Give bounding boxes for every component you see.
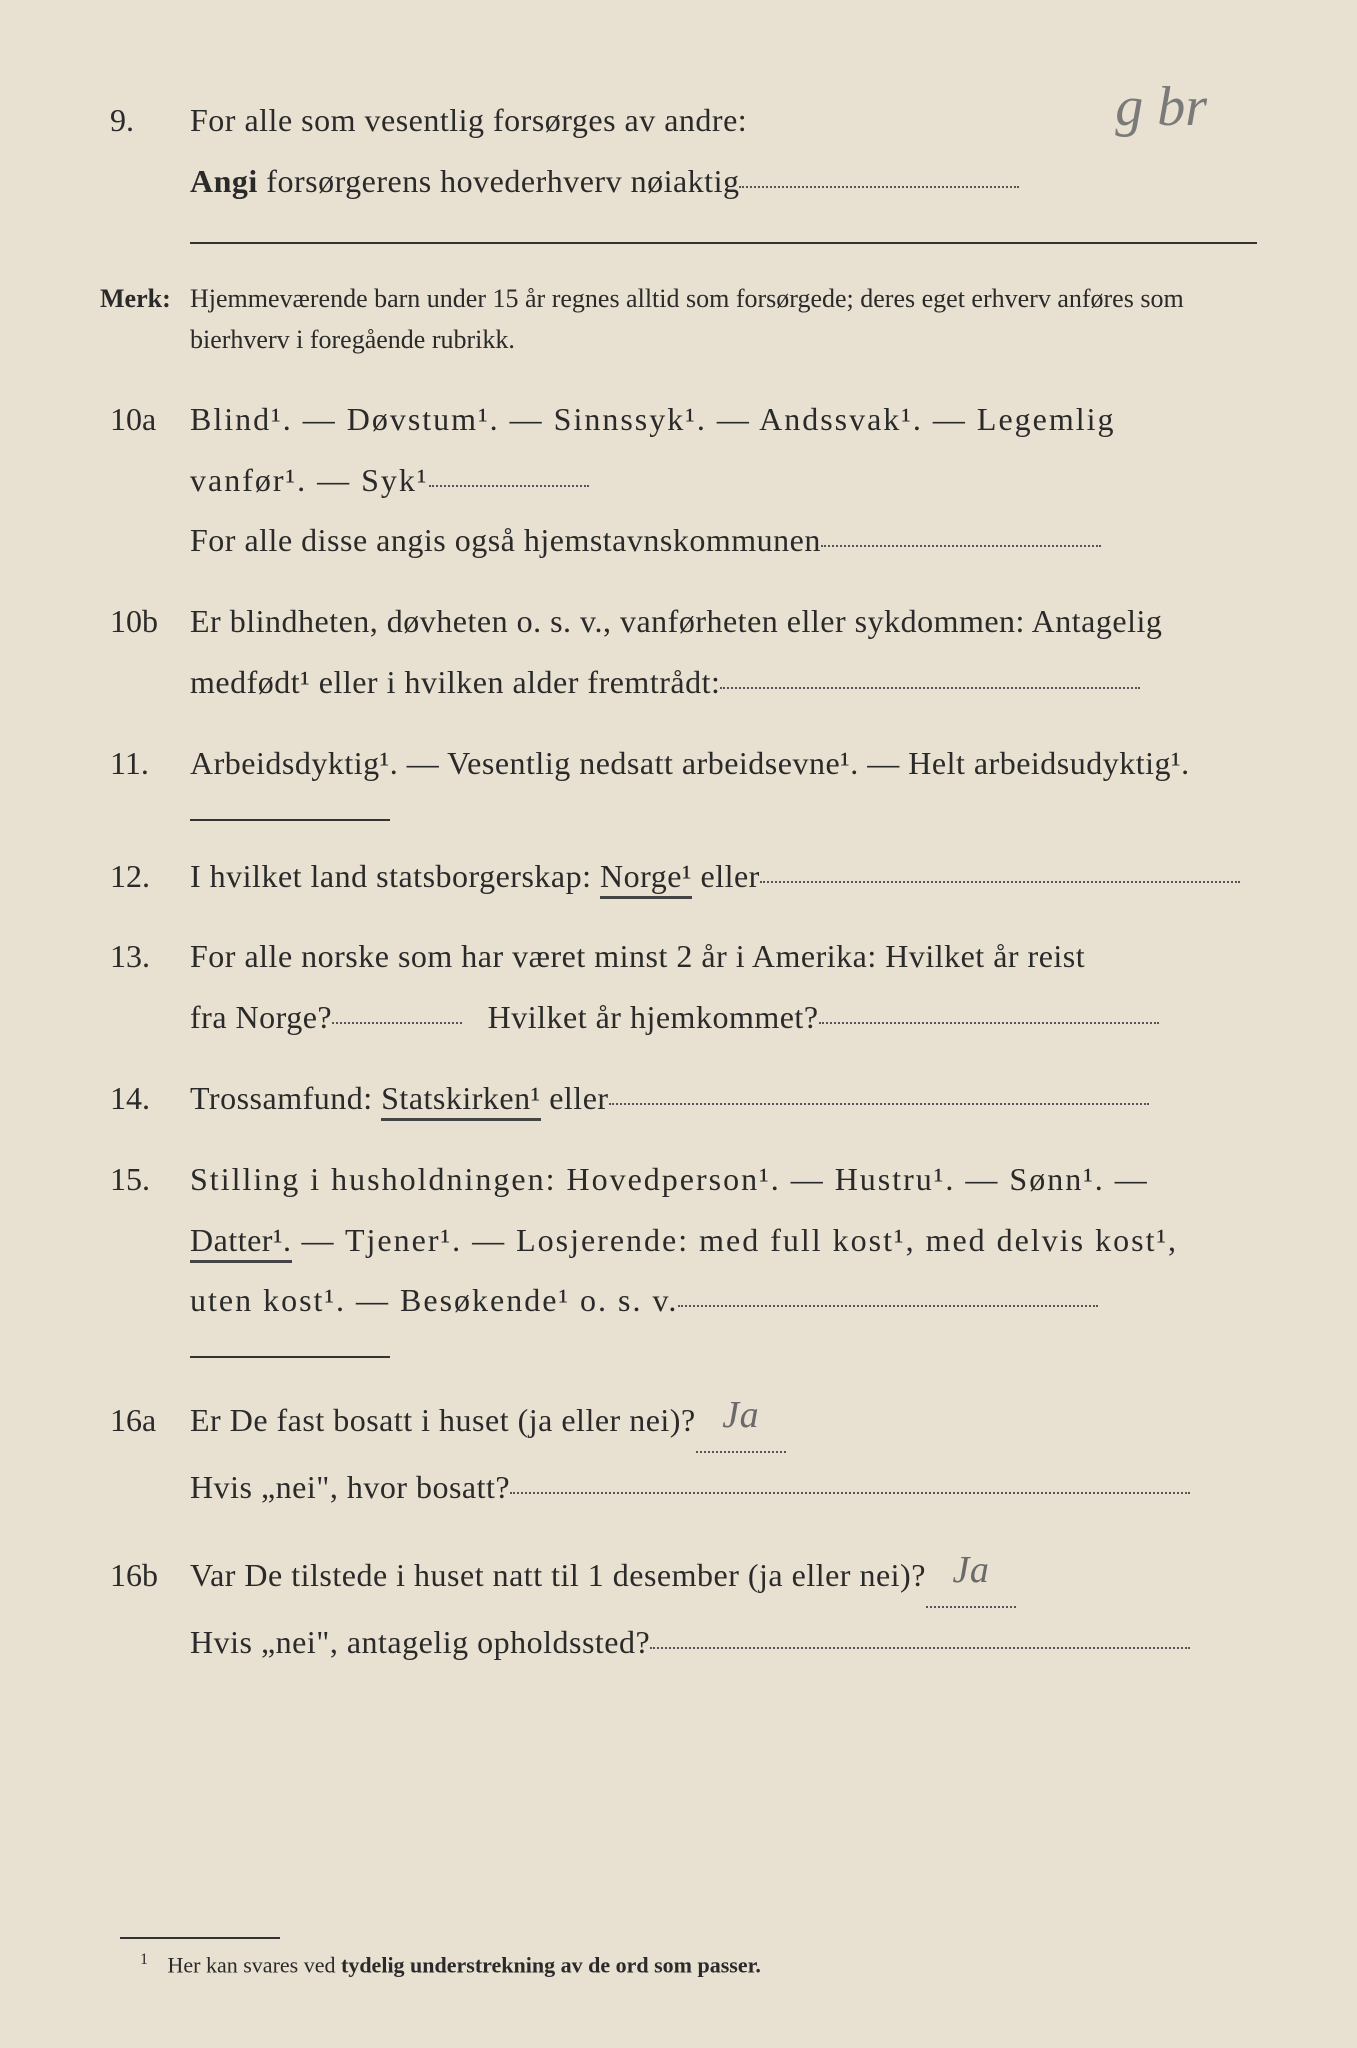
q10b-line1: Er blindheten, døvheten o. s. v., vanfør… bbox=[190, 591, 1257, 652]
q9-rest: forsørgerens hovederhverv nøiaktig bbox=[258, 163, 740, 199]
fill-line: Ja bbox=[696, 1379, 786, 1453]
q14-underlined: Statskirken¹ bbox=[381, 1080, 541, 1121]
fill-line bbox=[819, 1022, 1159, 1024]
q11-text: Arbeidsdyktig¹. — Vesentlig nedsatt arbe… bbox=[190, 733, 1257, 794]
question-9: 9. For alle som vesentlig forsørges av a… bbox=[100, 90, 1257, 212]
footnote-text: Her kan svares ved tydelig understreknin… bbox=[168, 1952, 761, 1977]
q15-line2: Datter¹. — Tjener¹. — Losjerende: med fu… bbox=[190, 1210, 1257, 1271]
q13-line2: fra Norge? Hvilket år hjemkommet? bbox=[190, 987, 1257, 1048]
q15-underlined: Datter¹. bbox=[190, 1222, 292, 1263]
q14-number: 14. bbox=[100, 1068, 190, 1129]
footnote-area: 1 Her kan svares ved tydelig understrekn… bbox=[100, 1937, 1257, 1978]
q15-line1: Stilling i husholdningen: Hovedperson¹. … bbox=[190, 1149, 1257, 1210]
merk-text: Hjemmeværende barn under 15 år regnes al… bbox=[190, 278, 1257, 361]
q9-line2: Angi forsørgerens hovederhverv nøiaktig bbox=[190, 151, 1257, 212]
q15-number: 15. bbox=[100, 1149, 190, 1210]
q16a-line2: Hvis „nei", hvor bosatt? bbox=[190, 1457, 1257, 1518]
q12-number: 12. bbox=[100, 846, 190, 907]
q16a-line1: Er De fast bosatt i huset (ja eller nei)… bbox=[190, 1383, 1257, 1457]
q10b-number: 10b bbox=[100, 591, 190, 652]
question-11: 11. Arbeidsdyktig¹. — Vesentlig nedsatt … bbox=[100, 733, 1257, 794]
q10a-line1: Blind¹. — Døvstum¹. — Sinnssyk¹. — Andss… bbox=[190, 389, 1257, 450]
separator-short bbox=[190, 1356, 390, 1358]
footnote-separator bbox=[120, 1937, 280, 1939]
merk-label: Merk: bbox=[100, 274, 190, 323]
question-10a: 10a Blind¹. — Døvstum¹. — Sinnssyk¹. — A… bbox=[100, 389, 1257, 571]
footnote-marker: 1 bbox=[140, 1951, 148, 1968]
question-10b: 10b Er blindheten, døvheten o. s. v., va… bbox=[100, 591, 1257, 713]
q16b-number: 16b bbox=[100, 1545, 190, 1606]
note-merk: Merk: Hjemmeværende barn under 15 år reg… bbox=[100, 274, 1257, 361]
fill-line bbox=[609, 1103, 1149, 1105]
handwritten-answer-q9: g br bbox=[1115, 75, 1207, 139]
q16b-line2: Hvis „nei", antagelig opholdssted? bbox=[190, 1612, 1257, 1673]
fill-line bbox=[739, 186, 1019, 188]
q10a-line2: vanfør¹. — Syk¹ bbox=[190, 450, 1257, 511]
handwritten-answer-16a: Ja bbox=[722, 1394, 759, 1436]
q10a-line3: For alle disse angis også hjemstavnskomm… bbox=[190, 510, 1257, 571]
fill-line bbox=[429, 485, 589, 487]
q14-pre: Trossamfund: bbox=[190, 1080, 381, 1116]
q16a-number: 16a bbox=[100, 1390, 190, 1451]
question-15: 15. Stilling i husholdningen: Hovedperso… bbox=[100, 1149, 1257, 1331]
q15-line3: uten kost¹. — Besøkende¹ o. s. v. bbox=[190, 1270, 1257, 1331]
q10a-number: 10a bbox=[100, 389, 190, 450]
q9-line1: For alle som vesentlig forsørges av andr… bbox=[190, 90, 1257, 151]
handwritten-answer-16b: Ja bbox=[952, 1549, 989, 1591]
question-16a: 16a Er De fast bosatt i huset (ja eller … bbox=[100, 1383, 1257, 1518]
fill-line: Ja bbox=[926, 1534, 1016, 1608]
fill-line bbox=[720, 687, 1140, 689]
q10b-line2: medfødt¹ eller i hvilken alder fremtrådt… bbox=[190, 652, 1257, 713]
separator bbox=[190, 242, 1257, 244]
q13-number: 13. bbox=[100, 926, 190, 987]
question-12: 12. I hvilket land statsborgerskap: Norg… bbox=[100, 846, 1257, 907]
q9-number: 9. bbox=[100, 90, 190, 151]
q11-number: 11. bbox=[100, 733, 190, 794]
q13-line1: For alle norske som har været minst 2 år… bbox=[190, 926, 1257, 987]
q12-post: eller bbox=[692, 858, 760, 894]
question-13: 13. For alle norske som har været minst … bbox=[100, 926, 1257, 1048]
fill-line bbox=[678, 1305, 1098, 1307]
fill-line bbox=[510, 1492, 1190, 1494]
footnote: 1 Her kan svares ved tydelig understrekn… bbox=[140, 1951, 1257, 1978]
fill-line bbox=[650, 1647, 1190, 1649]
fill-line bbox=[821, 545, 1101, 547]
question-14: 14. Trossamfund: Statskirken¹ eller bbox=[100, 1068, 1257, 1129]
q9-bold: Angi bbox=[190, 163, 258, 199]
fill-line bbox=[332, 1022, 462, 1024]
separator-short bbox=[190, 819, 390, 821]
fill-line bbox=[760, 881, 1240, 883]
q16b-line1: Var De tilstede i huset natt til 1 desem… bbox=[190, 1538, 1257, 1612]
question-16b: 16b Var De tilstede i huset natt til 1 d… bbox=[100, 1538, 1257, 1673]
q14-post: eller bbox=[541, 1080, 609, 1116]
q12-underlined: Norge¹ bbox=[600, 858, 692, 899]
q12-pre: I hvilket land statsborgerskap: bbox=[190, 858, 600, 894]
